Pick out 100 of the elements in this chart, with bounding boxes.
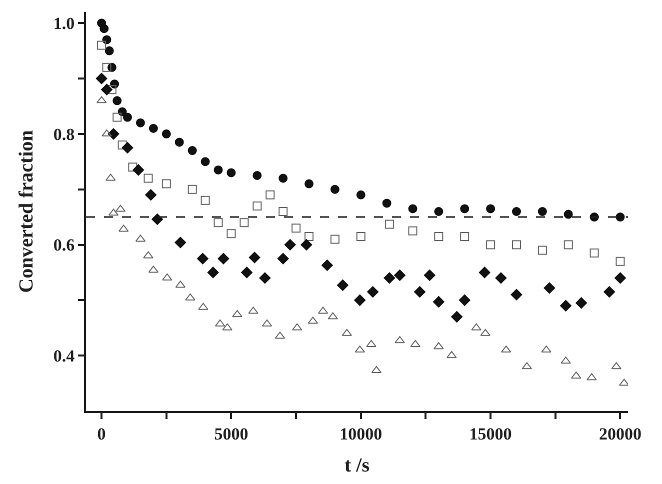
point [132, 164, 144, 176]
point [382, 198, 392, 208]
point [328, 312, 338, 320]
point [616, 256, 625, 266]
point [480, 328, 490, 336]
point [185, 293, 196, 300]
point [100, 24, 109, 34]
x-tick-label: 20000 [598, 424, 642, 444]
point [414, 286, 426, 298]
point [226, 168, 236, 178]
y-tick-label: 0.6 [53, 236, 75, 255]
point [394, 336, 405, 344]
point [590, 248, 599, 258]
point [367, 286, 379, 298]
point [434, 232, 444, 241]
point [148, 124, 158, 133]
point [248, 252, 260, 264]
point [174, 138, 184, 147]
point [424, 270, 436, 281]
point [356, 232, 366, 241]
point [101, 84, 112, 96]
point [300, 239, 312, 250]
point [560, 300, 572, 312]
point [434, 342, 444, 350]
point [384, 272, 396, 284]
point [564, 240, 573, 250]
y-tick-label: 0.8 [53, 124, 75, 144]
point [197, 252, 208, 264]
point [188, 184, 197, 194]
point [586, 373, 597, 380]
point [478, 266, 490, 278]
point [97, 40, 106, 50]
point [144, 174, 153, 183]
point [541, 346, 552, 353]
point [284, 239, 296, 250]
point [96, 72, 108, 84]
point [122, 142, 134, 154]
point [102, 62, 112, 72]
point [616, 212, 625, 222]
point [118, 140, 127, 150]
point [471, 323, 482, 330]
point [538, 207, 547, 216]
point [304, 232, 314, 241]
point [408, 226, 418, 236]
point [188, 146, 197, 156]
point [538, 246, 547, 255]
point [354, 346, 365, 353]
y-tick-label: 1.0 [53, 14, 75, 34]
point [564, 210, 573, 219]
point [354, 294, 366, 306]
point [460, 232, 470, 241]
point [304, 179, 314, 188]
point [486, 240, 496, 250]
point [107, 85, 116, 94]
point [571, 372, 582, 379]
point [214, 218, 223, 228]
point [618, 378, 628, 386]
point [495, 272, 507, 284]
point [576, 297, 588, 309]
x-tick-label: 15000 [469, 424, 512, 444]
point [522, 362, 532, 370]
point [232, 310, 242, 318]
point [292, 224, 301, 233]
point [152, 214, 164, 225]
point [162, 179, 171, 188]
point [112, 96, 122, 106]
point [102, 129, 112, 136]
point [102, 35, 112, 44]
point [544, 282, 556, 294]
point [226, 229, 236, 238]
point [432, 296, 444, 308]
point [337, 280, 348, 291]
x-axis-title: t /s [344, 454, 370, 476]
point [128, 162, 138, 172]
point [104, 46, 114, 56]
point [604, 286, 616, 298]
point [614, 272, 626, 284]
point [200, 157, 210, 166]
point [321, 260, 333, 271]
point [384, 220, 394, 229]
point [434, 207, 444, 216]
x-tick-label: 10000 [340, 424, 382, 444]
point [143, 251, 154, 258]
point [241, 266, 252, 278]
point [248, 306, 258, 314]
point [277, 252, 289, 264]
x-tick-label: 0 [97, 424, 106, 444]
point [510, 288, 522, 300]
point [198, 302, 208, 310]
point [106, 174, 116, 181]
point [408, 204, 418, 214]
point [460, 204, 470, 214]
point [122, 112, 132, 122]
point [611, 362, 622, 370]
point [252, 201, 262, 210]
point [252, 170, 262, 180]
x-tick-label: 5000 [214, 424, 248, 444]
point [162, 129, 171, 138]
point [214, 165, 223, 174]
y-axis-title: Converted fraction [15, 130, 38, 293]
